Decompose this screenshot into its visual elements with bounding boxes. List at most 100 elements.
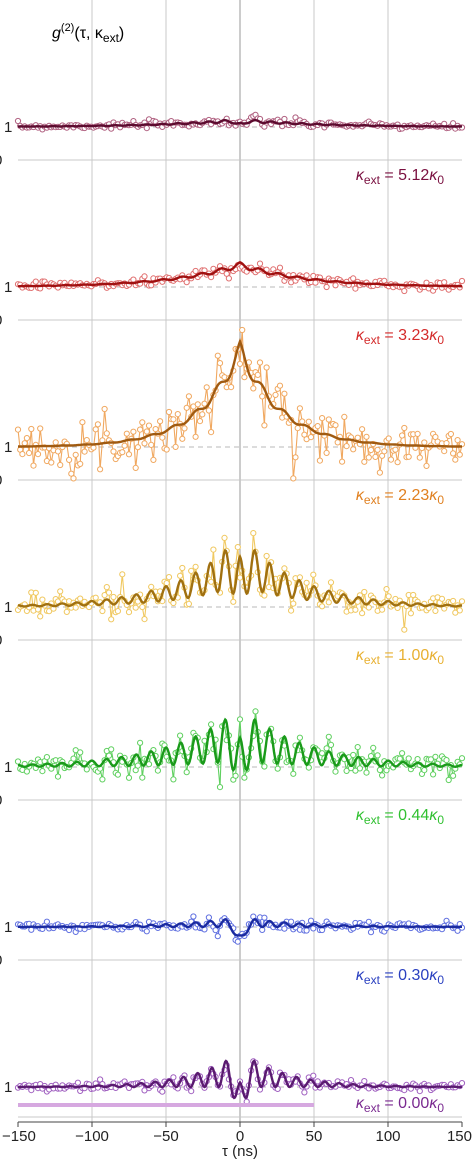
data-point [225,275,232,282]
data-point [125,451,133,458]
data-point [101,405,108,413]
data-point [323,449,330,456]
panel-tick-zero: 0 [0,632,2,649]
series-label: κext = 0.30κ0 [356,967,444,987]
data-point [119,449,126,456]
data-point [221,534,228,542]
data-point [179,435,186,442]
data-point [92,594,99,601]
data-point [190,913,197,920]
data-point [334,439,341,446]
data-point [379,606,386,613]
series-group [14,326,466,482]
data-point [288,918,295,925]
series-label: κext = 3.23κ0 [356,327,444,347]
data-point [43,754,51,761]
data-point [416,454,423,461]
data-point [241,374,248,381]
data-point [454,927,461,934]
data-point [177,572,184,579]
data-point [234,938,241,945]
series-label: κext = 0.44κ0 [356,807,444,827]
data-point [145,422,153,429]
panel-tick-zero: 0 [0,152,2,169]
panel-tick-one: 1 [4,119,12,136]
data-point [170,599,177,607]
panel-tick-one: 1 [4,599,12,616]
data-point [339,458,346,465]
data-point [352,285,359,292]
grid-layer [91,0,389,1122]
data-point [179,564,186,572]
data-point [281,565,288,572]
data-point [276,382,284,389]
data-point [458,1080,466,1087]
data-point [301,1089,308,1096]
data-point [105,589,113,596]
data-point [23,435,30,442]
data-point [192,267,199,275]
data-point [163,446,170,453]
panel-tick-layer: 1010101010101 [0,119,12,1096]
data-point [70,475,77,482]
data-point [405,453,412,460]
data-point [341,413,348,420]
data-point [365,454,372,461]
data-point [28,425,35,433]
data-point [54,448,62,455]
data-point [174,411,181,418]
data-point [361,458,368,465]
data-point [159,434,166,441]
data-point [105,752,113,759]
data-point [236,716,244,723]
data-point [236,574,244,581]
data-point [137,426,144,433]
data-point [32,278,39,285]
data-point [172,443,179,450]
data-point [316,457,323,464]
data-point [450,450,457,457]
series-group [14,708,466,801]
data-point [452,456,459,463]
data-point [421,439,428,446]
data-point [183,769,190,776]
fit-curve [18,260,462,288]
data-point [110,593,117,601]
series-layer [14,111,466,1118]
data-point [359,426,366,433]
data-point [430,771,437,778]
data-point [359,610,366,617]
data-point [250,530,257,537]
data-point [367,753,375,760]
data-point [361,588,368,596]
data-point [427,756,434,763]
data-point [327,579,335,586]
data-point [170,776,177,783]
data-point [210,546,217,553]
data-point [108,616,115,623]
data-point [441,448,448,455]
data-point [119,571,126,578]
data-point [332,282,339,289]
data-point [239,326,246,334]
data-point [90,444,97,451]
data-point [394,459,401,466]
fit-curve [17,1059,463,1100]
data-point [199,411,206,418]
data-point [183,404,190,411]
data-point [325,416,332,423]
data-point [183,279,190,286]
data-point [392,446,399,453]
series-group [14,913,466,961]
data-point [305,418,312,425]
data-point [34,606,42,613]
data-point [296,734,303,741]
data-point [361,1078,368,1085]
data-point [143,928,150,935]
data-point [63,608,70,616]
data-point [376,469,383,476]
data-point [332,768,339,775]
data-point [401,424,408,432]
data-point [99,607,106,615]
data-point [79,419,86,426]
